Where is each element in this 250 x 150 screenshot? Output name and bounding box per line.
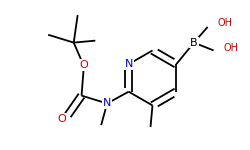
Text: N: N (103, 98, 111, 108)
Text: O: O (79, 60, 88, 70)
Text: O: O (58, 114, 66, 124)
Text: OH: OH (224, 44, 238, 54)
Text: OH: OH (218, 18, 232, 28)
Text: B: B (190, 38, 198, 48)
Text: N: N (124, 59, 133, 69)
